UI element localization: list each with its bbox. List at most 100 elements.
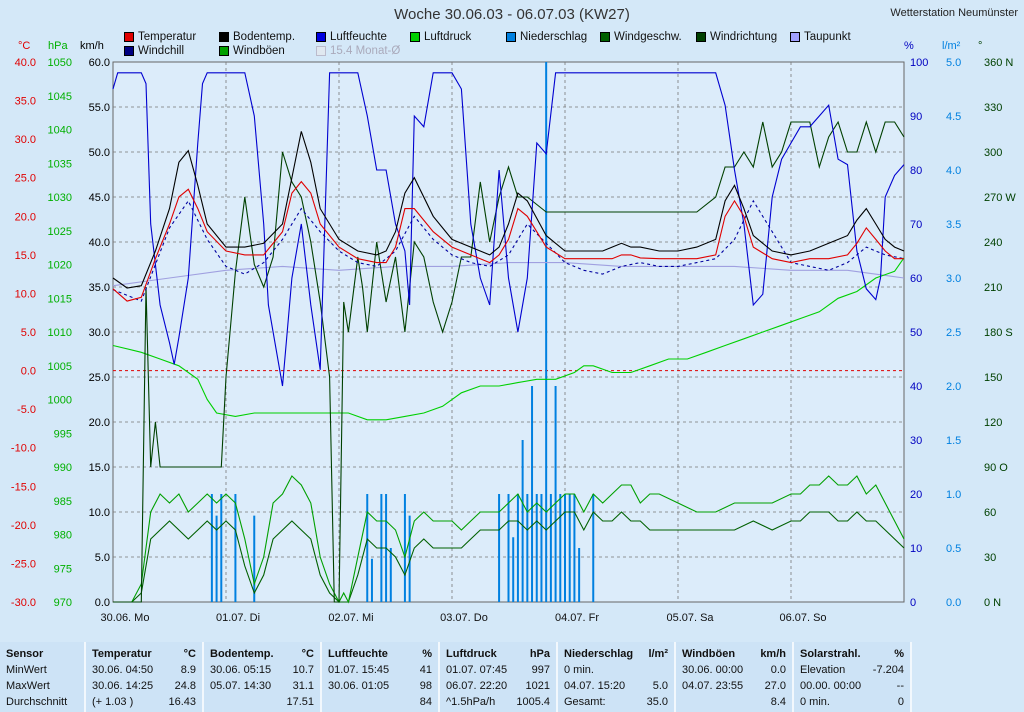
speed-tick: 20.0 — [89, 417, 110, 429]
press-tick: 1045 — [48, 91, 72, 103]
table-cell: 04.07. 15:20 — [564, 680, 626, 692]
temp-tick: 0.0 — [21, 366, 36, 378]
table-cell: 98 — [419, 680, 432, 692]
speed-tick: 0.0 — [95, 597, 110, 609]
table-cell: Luftfeuchte — [328, 648, 388, 660]
temp-tick: 10.0 — [15, 288, 36, 300]
table-row: 00.00. 00:00 -- — [800, 678, 904, 694]
table-row: 84 — [328, 694, 432, 710]
legend-label: Luftfeuchte — [330, 31, 387, 43]
rain-tick: 2.5 — [946, 327, 961, 339]
press-tick: 1025 — [48, 226, 72, 238]
speed-unit: km/h — [80, 40, 104, 52]
weather-chart: 40.0 35.0 30.0 25.0 20.0 15.0 10.0 5.0 0.0 -5.0 -1… — [11, 57, 1016, 624]
speed-tick: 40.0 — [89, 237, 110, 249]
legend-item-6: Windrichtung — [696, 31, 777, 43]
table-cell: 30.06. 04:50 — [92, 664, 154, 676]
dir-tick: 90 O — [984, 462, 1008, 474]
x-tick: 04.07. Fr — [555, 612, 599, 624]
series-windgeschw — [113, 511, 905, 603]
table-cell: % — [894, 648, 904, 660]
rain-tick: 1.0 — [946, 489, 961, 501]
table-row: 17.51 — [210, 694, 314, 710]
x-tick: 02.07. Mi — [328, 612, 373, 624]
table-row: Durchschnitt — [6, 694, 78, 710]
table-cell: MaxWert — [6, 680, 50, 692]
press-tick: 1050 — [48, 57, 72, 69]
table-cell: Luftdruck — [446, 648, 497, 660]
table-cell: 41 — [419, 664, 432, 676]
press-tick: 980 — [54, 530, 72, 542]
hum-tick: 70 — [910, 219, 922, 231]
legend-label: Taupunkt — [804, 31, 851, 43]
hum-unit: % — [904, 40, 914, 52]
table-cell: 1021 — [525, 680, 550, 692]
legend-swatch — [316, 46, 326, 56]
temp-unit: °C — [18, 40, 31, 52]
table-cell: 16.43 — [168, 696, 196, 708]
hum-tick: 60 — [910, 273, 922, 285]
legend-item-5: Windgeschw. — [600, 31, 682, 43]
table-header: Niederschlag l/m² — [564, 646, 668, 662]
legend-label: Windrichtung — [710, 31, 778, 43]
hum-tick: 90 — [910, 111, 922, 123]
x-tick: 05.07. Sa — [666, 612, 714, 624]
table-col-luftfeuchte: Luftfeuchte% 01.07. 15:45 41 30.06. 01:05 98… — [322, 642, 440, 712]
rain-tick: 2.0 — [946, 381, 961, 393]
table-row: 30.06. 00:00 0.0 — [682, 662, 786, 678]
table-cell: l/m² — [648, 648, 668, 660]
rain-tick: 1.5 — [946, 435, 961, 447]
legend-label: Temperatur — [138, 31, 197, 43]
speed-tick: 45.0 — [89, 192, 110, 204]
table-col-bodentemp: Bodentemp. °C 30.06. 05:15 10.7 05.07. 14:30… — [204, 642, 322, 712]
table-cell: 10.7 — [292, 664, 314, 676]
table-cell: 1005.4 — [516, 696, 550, 708]
series-taupunkt — [112, 262, 905, 287]
table-cell: 01.07. 07:45 — [446, 664, 508, 676]
x-tick: 30.06. Mo — [101, 612, 150, 624]
table-cell: Durchschnitt — [6, 696, 68, 708]
table-row: Elevation -7.204 — [800, 662, 904, 678]
dir-tick: 300 — [984, 147, 1002, 159]
temp-tick: 15.0 — [15, 250, 36, 262]
table-row: ^1.5hPa/h 1005.4 — [446, 694, 550, 710]
press-tick: 1010 — [48, 327, 72, 339]
table-cell: 31.1 — [292, 680, 314, 692]
table-cell: % — [422, 648, 432, 660]
hum-tick: 0 — [910, 597, 916, 609]
rain-tick: 0.5 — [946, 543, 961, 555]
legend-swatch — [124, 32, 134, 42]
table-cell: 01.07. 15:45 — [328, 664, 390, 676]
table-cell: hPa — [529, 648, 550, 660]
table-header: Solarstrahl.% — [800, 646, 904, 662]
x-tick: 01.07. Di — [216, 612, 260, 624]
rain-tick: 4.5 — [946, 111, 961, 123]
press-tick: 1005 — [48, 361, 72, 373]
table-row: 30.06. 05:15 10.7 — [210, 662, 314, 678]
hum-tick: 80 — [910, 165, 922, 177]
table-cell: 8.4 — [770, 696, 786, 708]
legend-swatch — [219, 46, 229, 56]
legend-item-10: 15.4 Monat-Ø — [316, 45, 400, 57]
dir-tick: 0 N — [984, 597, 1001, 609]
speed-tick: 55.0 — [89, 102, 110, 114]
legend-label: Bodentemp. — [233, 31, 296, 43]
dir-unit: ° — [978, 40, 983, 52]
table-cell: Sensor — [6, 648, 44, 660]
temp-tick: -10.0 — [11, 443, 36, 455]
table-row: 01.07. 07:45 997 — [446, 662, 550, 678]
table-cell: Solarstrahl. — [800, 648, 861, 660]
table-col-temperatur: Temperatur °C 30.06. 04:50 8.9 30.06. 14:25 2… — [86, 642, 204, 712]
series-windrichtung — [113, 120, 905, 603]
summary-table: Sensor MinWert MaxWert Durchschnitt Temperat… — [0, 642, 1024, 712]
table-col-sensor: Sensor MinWert MaxWert Durchschnitt — [0, 642, 86, 712]
temp-tick: -25.0 — [11, 558, 36, 570]
table-cell: Temperatur — [92, 648, 152, 660]
table-cell: 24.8 — [174, 680, 196, 692]
table-cell: 00.00. 00:00 — [800, 680, 862, 692]
table-cell: °C — [301, 648, 314, 660]
speed-tick: 50.0 — [89, 147, 110, 159]
table-row: 01.07. 15:45 41 — [328, 662, 432, 678]
table-cell: -7.204 — [872, 664, 904, 676]
legend-swatch — [124, 46, 134, 56]
